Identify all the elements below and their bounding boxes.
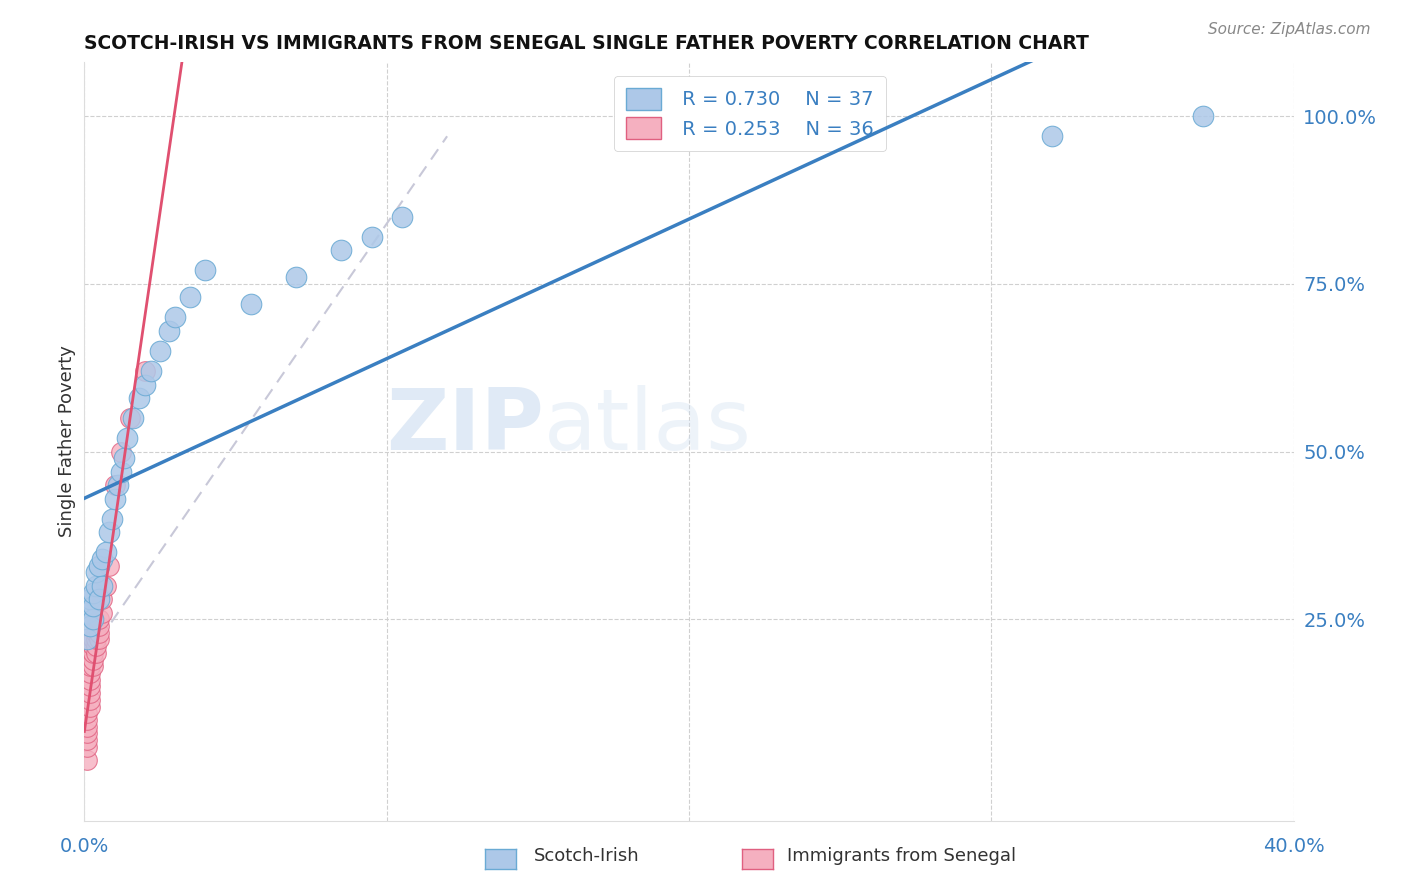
Point bbox=[360, 230, 382, 244]
Point bbox=[76, 753, 98, 767]
Point bbox=[391, 210, 413, 224]
Point bbox=[134, 364, 156, 378]
Point bbox=[76, 720, 98, 734]
Point bbox=[82, 599, 104, 613]
Point bbox=[79, 619, 101, 633]
Point bbox=[134, 377, 156, 392]
Point bbox=[179, 290, 201, 304]
Point bbox=[76, 706, 98, 721]
Point bbox=[89, 558, 111, 573]
Point bbox=[79, 666, 101, 681]
Point bbox=[79, 693, 101, 707]
Point bbox=[97, 525, 120, 540]
Point bbox=[139, 364, 162, 378]
Point bbox=[128, 391, 150, 405]
Text: Source: ZipAtlas.com: Source: ZipAtlas.com bbox=[1208, 22, 1371, 37]
Point bbox=[89, 619, 111, 633]
Point bbox=[76, 733, 98, 747]
Point bbox=[76, 739, 98, 754]
Point bbox=[76, 632, 98, 647]
Point bbox=[79, 680, 101, 694]
Point bbox=[1040, 129, 1063, 144]
Point bbox=[91, 592, 114, 607]
Point bbox=[107, 478, 129, 492]
Point bbox=[86, 639, 108, 653]
Text: Scotch-Irish: Scotch-Irish bbox=[534, 847, 640, 865]
Point bbox=[79, 673, 101, 687]
Text: ZIP: ZIP bbox=[387, 384, 544, 468]
Point bbox=[86, 579, 108, 593]
Point bbox=[104, 491, 127, 506]
Point bbox=[165, 310, 187, 325]
Point bbox=[115, 431, 138, 445]
Point bbox=[79, 659, 101, 673]
Point bbox=[79, 592, 101, 607]
Point bbox=[86, 619, 108, 633]
Point bbox=[86, 625, 108, 640]
Point bbox=[118, 411, 141, 425]
Point bbox=[330, 244, 353, 258]
Point bbox=[76, 726, 98, 740]
Point bbox=[94, 579, 117, 593]
Point bbox=[104, 478, 127, 492]
Point bbox=[82, 632, 104, 647]
Point bbox=[82, 639, 104, 653]
Point bbox=[97, 558, 120, 573]
Point bbox=[149, 343, 172, 358]
Point bbox=[112, 451, 135, 466]
Legend:  R = 0.730    N = 37,  R = 0.253    N = 36: R = 0.730 N = 37, R = 0.253 N = 36 bbox=[614, 76, 886, 151]
Point bbox=[91, 606, 114, 620]
Y-axis label: Single Father Poverty: Single Father Poverty bbox=[58, 345, 76, 538]
Text: atlas: atlas bbox=[544, 384, 752, 468]
Point bbox=[157, 324, 180, 338]
Point bbox=[82, 646, 104, 660]
Point bbox=[89, 625, 111, 640]
Text: 40.0%: 40.0% bbox=[1263, 838, 1324, 856]
Point bbox=[86, 566, 108, 580]
Point bbox=[100, 512, 122, 526]
Point bbox=[91, 579, 114, 593]
Point bbox=[285, 270, 308, 285]
Point bbox=[89, 592, 111, 607]
Point bbox=[239, 297, 262, 311]
Point bbox=[110, 465, 132, 479]
Point bbox=[110, 444, 132, 458]
Point bbox=[94, 545, 117, 559]
Point bbox=[76, 713, 98, 727]
Point bbox=[82, 652, 104, 666]
Text: 0.0%: 0.0% bbox=[59, 838, 110, 856]
Point bbox=[121, 411, 143, 425]
Point bbox=[82, 612, 104, 626]
Text: Immigrants from Senegal: Immigrants from Senegal bbox=[787, 847, 1017, 865]
Point bbox=[91, 552, 114, 566]
Point bbox=[79, 686, 101, 700]
Point bbox=[79, 699, 101, 714]
Point bbox=[1192, 109, 1215, 123]
Point bbox=[89, 632, 111, 647]
Point bbox=[89, 612, 111, 626]
Point bbox=[86, 632, 108, 647]
Point bbox=[82, 585, 104, 599]
Point bbox=[194, 263, 217, 277]
Point bbox=[76, 606, 98, 620]
Text: SCOTCH-IRISH VS IMMIGRANTS FROM SENEGAL SINGLE FATHER POVERTY CORRELATION CHART: SCOTCH-IRISH VS IMMIGRANTS FROM SENEGAL … bbox=[84, 34, 1090, 53]
Point bbox=[82, 659, 104, 673]
Point bbox=[86, 646, 108, 660]
